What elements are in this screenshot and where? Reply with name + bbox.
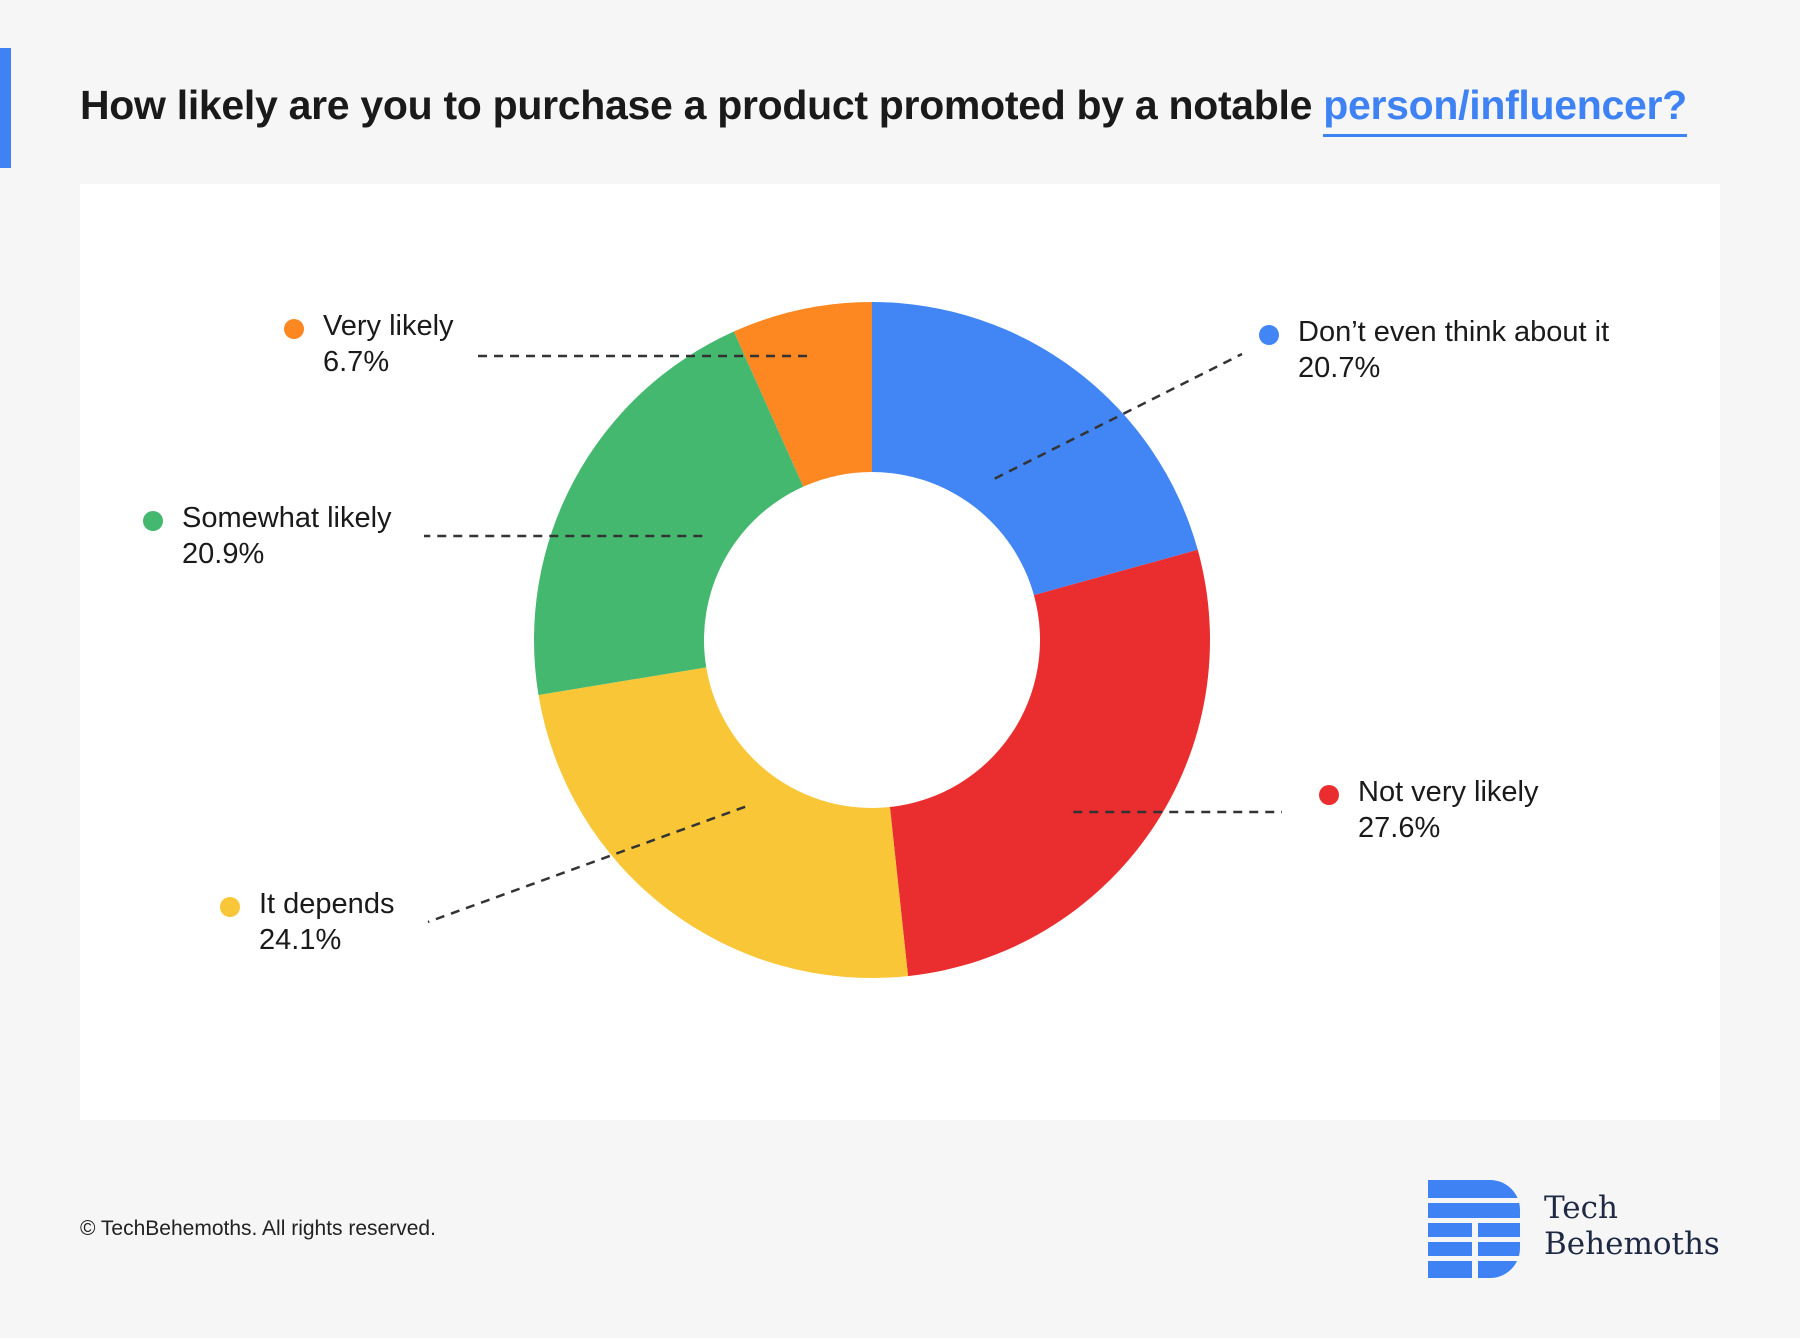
label-very-likely: Very likely 6.7% <box>284 308 454 380</box>
legend-dot-red <box>1319 785 1339 805</box>
legend-dot-orange <box>284 319 304 339</box>
legend-dot-yellow <box>220 897 240 917</box>
logo-line-1: Tech <box>1544 1190 1618 1226</box>
logo-mark-icon <box>1428 1180 1528 1278</box>
slice-label: Very likely <box>323 310 454 342</box>
leader-line <box>427 805 746 924</box>
slice-value: 27.6% <box>1358 812 1441 844</box>
legend-dot-blue <box>1259 325 1279 345</box>
slice-value: 20.9% <box>182 538 265 570</box>
slice-value: 24.1% <box>259 924 342 956</box>
slice-label: Don’t even think about it <box>1298 316 1610 348</box>
legend-dot-green <box>143 511 163 531</box>
slice-value: 6.7% <box>323 346 390 378</box>
logo-line-2: Behemoths <box>1544 1226 1720 1262</box>
title-main: How likely are you to purchase a product… <box>80 82 1313 128</box>
donut-chart <box>424 302 1282 978</box>
label-dont-even-think: Don’t even think about it 20.7% <box>1259 314 1610 386</box>
donut-slice-it-depends <box>538 667 909 978</box>
label-somewhat-likely: Somewhat likely 20.9% <box>143 500 392 572</box>
techbehemoths-logo: Tech Behemoths <box>1428 1180 1728 1280</box>
copyright-text: © TechBehemoths. All rights reserved. <box>80 1217 436 1240</box>
logo-wordmark: Tech Behemoths <box>1544 1190 1720 1262</box>
chart-card: Don’t even think about it 20.7% Not very… <box>80 184 1720 1120</box>
donut-slice-don-t-even-think-about-it <box>872 302 1198 596</box>
slice-label: Somewhat likely <box>182 502 392 534</box>
slice-label: It depends <box>259 888 395 920</box>
label-it-depends: It depends 24.1% <box>220 886 395 958</box>
donut-slice-not-very-likely <box>889 549 1210 977</box>
leader-line <box>994 352 1243 480</box>
donut-slice-somewhat-likely <box>534 331 804 695</box>
title-highlight: person/influencer? <box>1323 82 1687 137</box>
donut-slice-very-likely <box>733 302 872 487</box>
slice-value: 20.7% <box>1298 352 1381 384</box>
chart-title: How likely are you to purchase a product… <box>80 82 1687 137</box>
accent-bar <box>0 48 11 168</box>
label-not-very-likely: Not very likely 27.6% <box>1319 774 1539 846</box>
slice-label: Not very likely <box>1358 776 1539 808</box>
